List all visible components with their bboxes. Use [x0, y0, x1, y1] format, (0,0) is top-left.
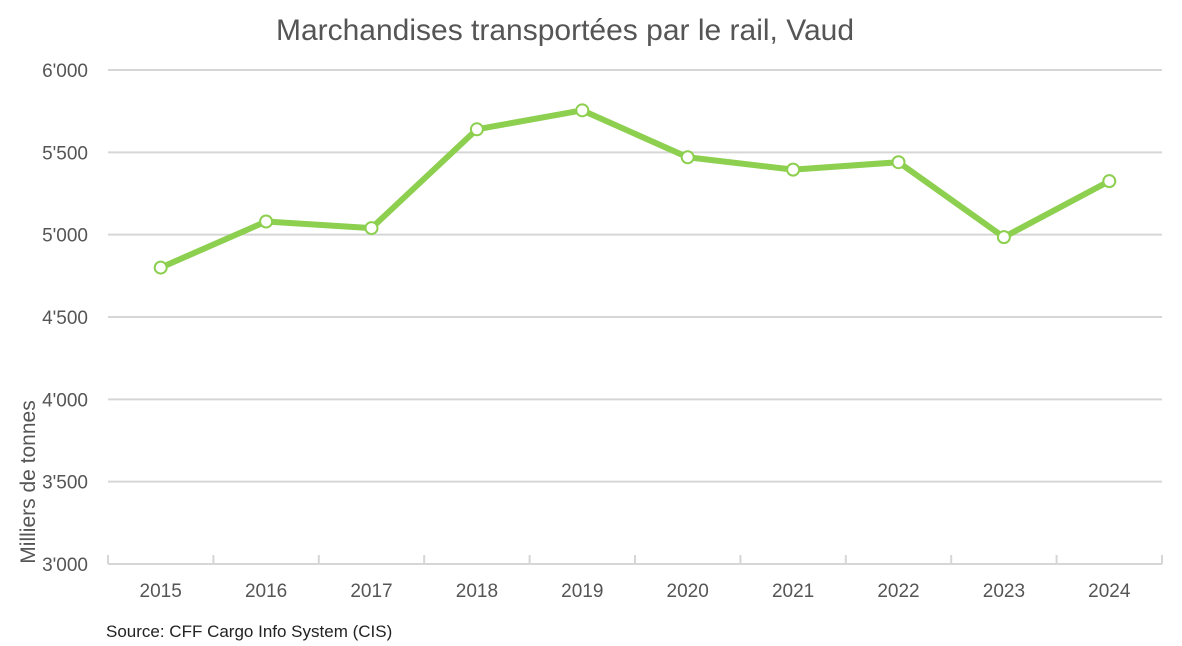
x-tick-label: 2023	[983, 581, 1025, 602]
y-tick-label: 3'000	[42, 555, 88, 576]
data-point	[259, 214, 274, 229]
x-tick-label: 2017	[350, 581, 392, 602]
gridlines	[108, 69, 1162, 483]
y-axis-label: Milliers de tonnes	[17, 400, 40, 563]
source-note: Source: CFF Cargo Info System (CIS)	[106, 622, 393, 641]
x-tick-label: 2021	[772, 581, 814, 602]
data-point	[891, 155, 906, 170]
data-point	[996, 230, 1011, 245]
data-point	[364, 221, 379, 236]
x-axis: 2015 2016 2017 2018 2019 2020 2021 2022 2023 2024	[107, 555, 1163, 602]
data-point	[786, 162, 801, 177]
x-tick-label: 2019	[561, 581, 603, 602]
x-tick-label: 2022	[877, 581, 919, 602]
y-tick-label: 4'500	[42, 308, 88, 329]
data-point	[153, 260, 168, 275]
y-axis-ticks: 3'000 3'500 4'000 4'500 5'000 5'500 6'000	[42, 61, 88, 576]
data-point	[575, 103, 590, 118]
chart-title: Marchandises transportées par le rail, V…	[276, 14, 854, 47]
x-tick-label: 2016	[245, 581, 287, 602]
y-tick-label: 5'500	[42, 143, 88, 164]
x-tick-label: 2018	[456, 581, 498, 602]
x-tick-label: 2024	[1088, 581, 1131, 602]
y-tick-label: 3'500	[42, 473, 88, 494]
y-tick-label: 5'000	[42, 226, 88, 247]
series-line	[157, 107, 1113, 271]
y-tick-label: 6'000	[42, 61, 88, 82]
series-line-group	[153, 103, 1117, 275]
y-tick-label: 4'000	[42, 390, 88, 411]
data-point	[680, 150, 695, 165]
data-point	[1102, 174, 1117, 189]
x-tick-label: 2020	[667, 581, 709, 602]
data-point	[469, 122, 484, 137]
x-tick-label: 2015	[140, 581, 182, 602]
